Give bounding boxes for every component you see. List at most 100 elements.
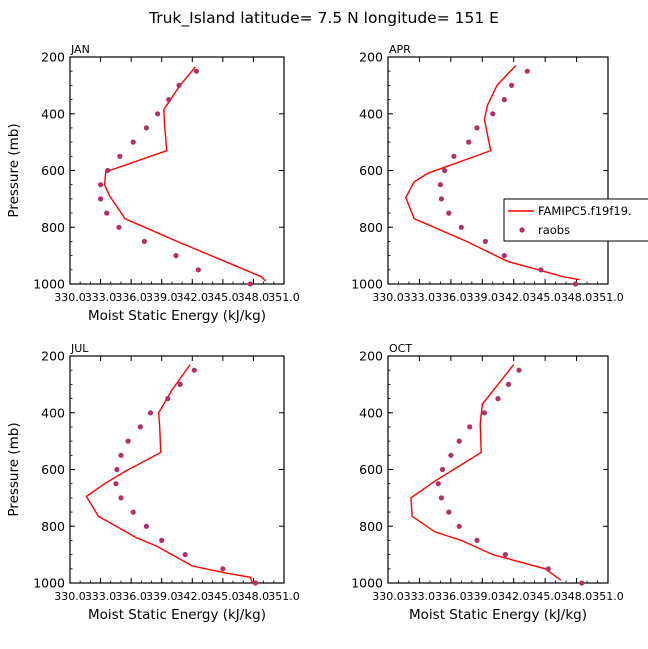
x-tick-label: 348.0 [561, 291, 593, 304]
y-tick-label: 1000 [33, 277, 65, 292]
model-line [410, 364, 562, 581]
obs-point [538, 267, 544, 273]
obs-point [448, 452, 454, 458]
obs-point [130, 509, 136, 515]
y-tick-label: 800 [359, 519, 383, 534]
x-tick-label: 333.0 [85, 291, 117, 304]
panel-oct: OCT 330.0 333.0 336.0 339.0 342.0 345.0 348.0 35… [351, 342, 624, 623]
obs-point [113, 481, 119, 487]
x-tick-label: 330.0 [54, 291, 86, 304]
y-tick-label: 600 [41, 163, 65, 178]
y-tick-label: 400 [359, 405, 383, 420]
y-tick-label: 800 [359, 220, 383, 235]
x-tick-label: 342.0 [498, 590, 530, 603]
y-tick-label: 200 [41, 50, 65, 65]
obs-point [446, 509, 452, 515]
obs-point [125, 438, 131, 444]
obs-point [147, 410, 154, 416]
x-tick-label: 333.0 [404, 291, 436, 304]
y-axis-label: Pressure (mb) [6, 123, 22, 217]
x-tick-label: 351.0 [268, 291, 300, 304]
obs-point [116, 224, 122, 230]
y-tick-label: 600 [41, 462, 65, 477]
obs-point [509, 82, 515, 88]
x-tick-label: 330.0 [372, 291, 404, 304]
panel-apr: APR 330.0 333.0 336.0 339.0 342.0 345.0 348.0 35… [351, 43, 648, 304]
obs-point [143, 125, 149, 131]
obs-point [467, 424, 473, 430]
obs-point [435, 481, 441, 487]
legend-box [503, 198, 648, 242]
obs-point [143, 523, 149, 529]
y-tick-label: 200 [41, 349, 65, 364]
x-tick-label: 345.0 [529, 590, 561, 603]
x-tick-label: 333.0 [404, 590, 436, 603]
x-tick-label: 339.0 [146, 590, 178, 603]
obs-point [458, 224, 464, 230]
obs-point [98, 196, 104, 202]
panel-label: JUL [70, 342, 89, 355]
panel-label: OCT [389, 342, 412, 355]
obs-point [252, 580, 259, 586]
x-tick-label: 336.0 [115, 291, 147, 304]
obs-point [191, 367, 197, 373]
obs-point [195, 267, 201, 273]
obs-point [137, 424, 143, 430]
y-tick-label: 1000 [33, 576, 65, 591]
model-line [85, 364, 254, 584]
y-tick-label: 1000 [351, 576, 383, 591]
obs-point [572, 281, 579, 287]
y-tick-label: 600 [359, 462, 383, 477]
panel-jan: JAN 330.0 333.0 336.0 339.0 342.0 345.0 348.0 35… [6, 43, 300, 324]
x-tick-label: 336.0 [435, 291, 467, 304]
obs-point [130, 139, 136, 145]
x-tick-label: 351.0 [592, 291, 624, 304]
obs-point [166, 97, 172, 103]
legend: FAMIPC5.f19f19. raobs [503, 198, 648, 242]
y-tick-label: 400 [359, 106, 383, 121]
y-tick-label: 200 [359, 349, 383, 364]
obs-point [141, 238, 147, 244]
x-tick-label: 339.0 [467, 291, 499, 304]
plot-frame [69, 355, 285, 584]
y-tick-label: 1000 [351, 277, 383, 292]
obs-point [495, 396, 501, 402]
obs-point [173, 253, 179, 259]
x-tick-label: 345.0 [207, 291, 239, 304]
legend-dot-swatch [519, 227, 525, 233]
obs-point [505, 381, 512, 387]
obs-point [501, 97, 507, 103]
obs-point [474, 125, 480, 131]
x-tick-label: 345.0 [207, 590, 239, 603]
x-tick-label: 342.0 [177, 291, 209, 304]
x-axis-label: Moist Static Energy (kJ/kg) [409, 607, 587, 623]
obs-point [193, 68, 199, 74]
obs-point [456, 438, 462, 444]
model-line [405, 65, 580, 281]
obs-point [446, 210, 452, 216]
obs-point [98, 182, 104, 188]
obs-point [177, 381, 183, 387]
legend-obs-label: raobs [538, 223, 570, 237]
obs-point [159, 537, 165, 544]
y-tick-label: 600 [359, 163, 383, 178]
x-tick-label: 348.0 [238, 291, 270, 304]
obs-point [466, 139, 472, 145]
obs-point [182, 552, 188, 558]
obs-point [456, 523, 462, 529]
panel-jul: JUL 330.0 333.0 336.0 339.0 342.0 345.0 348.0 35… [6, 342, 300, 623]
obs-point [451, 153, 457, 159]
x-tick-label: 330.0 [372, 590, 404, 603]
x-tick-label: 351.0 [592, 590, 624, 603]
obs-point [438, 196, 444, 202]
obs-point [439, 466, 446, 473]
obs-point [442, 167, 448, 174]
x-tick-label: 348.0 [238, 590, 270, 603]
y-axis-label: Pressure (mb) [6, 422, 22, 516]
obs-point [118, 495, 124, 501]
x-tick-label: 342.0 [177, 590, 209, 603]
x-tick-label: 330.0 [54, 590, 86, 603]
y-tick-label: 400 [41, 405, 65, 420]
